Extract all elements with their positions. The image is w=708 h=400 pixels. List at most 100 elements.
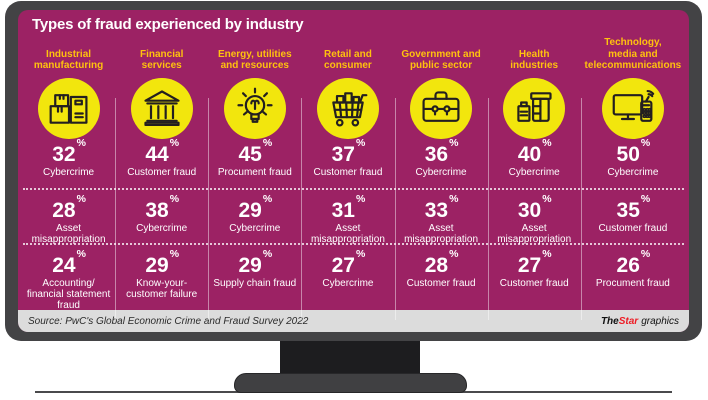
industry-column: Health industries 40% Cybercrime 30% Asset … xyxy=(487,34,581,320)
source-text: Source: PwC's Global Economic Crime and … xyxy=(28,315,309,327)
stat-label: Cybercrime xyxy=(322,278,374,289)
stat-label: Asset misappropriation xyxy=(31,223,106,245)
industry-stats: 36% Cybercrime 33% Asset misappropriation 28… xyxy=(395,137,488,304)
column-separator xyxy=(580,98,582,320)
industry-column: Government and public sector 36% Cybercri… xyxy=(394,34,488,320)
fraud-stat: 26% Procument fraud xyxy=(581,244,685,304)
lightbulb-icon xyxy=(233,86,277,130)
monitor-stand-neck xyxy=(280,340,420,375)
industry-stats: 40% Cybercrime 30% Asset misappropriation 27… xyxy=(488,137,581,304)
industry-column: Technology, media and telecommunications… xyxy=(580,34,685,320)
stat-label: Procument fraud xyxy=(595,278,670,289)
stat-label: Customer fraud xyxy=(127,167,197,178)
percent-sign: % xyxy=(640,137,651,149)
shopping-cart-icon xyxy=(326,86,370,130)
industry-column: Industrial manufacturing 32% Cybercrime 28… xyxy=(22,34,115,311)
industry-name: Technology, media and telecommunications xyxy=(584,37,682,72)
stat-label: Accounting/ financial statement fraud xyxy=(26,278,111,311)
fraud-stat: 44% Customer fraud xyxy=(115,137,208,189)
industry-name: Health industries xyxy=(510,48,559,72)
column-separator xyxy=(208,98,210,320)
stat-label: Cybercrime xyxy=(508,167,560,178)
percent-sign: % xyxy=(76,248,86,260)
percent-sign: % xyxy=(640,193,651,205)
industry-stats: 45% Procument fraud 29% Cybercrime 29% Supply… xyxy=(208,137,301,304)
fraud-stat: 40% Cybercrime xyxy=(488,137,581,189)
stat-value: 24% xyxy=(52,248,86,277)
column-separator xyxy=(487,98,489,320)
industry-column: Energy, utilities and resources 45% Procu… xyxy=(208,34,301,320)
fraud-stat: 28% Customer fraud xyxy=(395,244,488,304)
fraud-stat: 35% Customer fraud xyxy=(581,189,685,244)
stat-value: 26% xyxy=(616,248,651,277)
fraud-stat: 27% Cybercrime xyxy=(301,244,394,304)
stat-label: Know-your- customer failure xyxy=(126,278,198,300)
fraud-stat: 33% Asset misappropriation xyxy=(395,189,488,245)
column-separator xyxy=(115,98,117,320)
stat-label: Customer fraud xyxy=(499,278,569,289)
percent-sign: % xyxy=(449,193,459,205)
fraud-stat: 38% Cybercrime xyxy=(115,189,208,244)
percent-sign: % xyxy=(355,137,366,149)
monitor-stand-base xyxy=(234,373,467,393)
stat-label: Asset misappropriation xyxy=(310,223,385,245)
percent-sign: % xyxy=(76,137,86,149)
stat-label: Supply chain fraud xyxy=(213,278,297,289)
stat-value: 29% xyxy=(145,248,180,277)
percent-sign: % xyxy=(355,248,366,260)
industry-column: Retail and consumer 37% Customer fraud 31%… xyxy=(301,34,394,320)
industry-icon-circle xyxy=(223,77,286,139)
industry-name: Government and public sector xyxy=(401,48,481,72)
stat-value: 38% xyxy=(145,193,180,222)
stat-value: 33% xyxy=(424,193,459,222)
industry-icon-circle xyxy=(503,77,566,139)
percent-sign: % xyxy=(262,193,273,205)
stat-value: 30% xyxy=(517,193,552,222)
fraud-stat: 29% Cybercrime xyxy=(208,189,301,244)
fraud-stat: 45% Procument fraud xyxy=(208,137,301,189)
stat-value: 27% xyxy=(517,248,552,277)
industry-icon-circle xyxy=(130,77,193,139)
industry-icon-circle xyxy=(601,77,664,139)
stat-label: Cybercrime xyxy=(229,223,281,234)
stat-label: Asset misappropriation xyxy=(497,223,572,245)
publisher-credit: TheStar graphics xyxy=(601,316,679,327)
percent-sign: % xyxy=(262,137,273,149)
stat-label: Procument fraud xyxy=(217,167,292,178)
industry-stats: 50% Cybercrime 35% Customer fraud 26% Procume… xyxy=(581,137,685,304)
stat-label: Cybercrime xyxy=(43,167,95,178)
fraud-stat: 29% Know-your- customer failure xyxy=(115,244,208,304)
fraud-stat: 28% Asset misappropriation xyxy=(22,189,115,245)
monitor-bezel: Types of fraud experienced by industry I… xyxy=(5,1,702,341)
percent-sign: % xyxy=(76,193,86,205)
industry-stats: 44% Customer fraud 38% Cybercrime 29% Know-yo… xyxy=(115,137,208,304)
stat-label: Customer fraud xyxy=(406,278,476,289)
stat-value: 36% xyxy=(424,137,459,166)
industry-stats: 37% Customer fraud 31% Asset misappropriati… xyxy=(301,137,394,304)
industry-columns: Industrial manufacturing 32% Cybercrime 28… xyxy=(18,34,689,320)
industry-name: Financial services xyxy=(140,48,184,72)
fraud-stat: 32% Cybercrime xyxy=(22,137,115,189)
stat-value: 27% xyxy=(331,248,366,277)
industry-name: Industrial manufacturing xyxy=(33,48,104,72)
stat-label: Customer fraud xyxy=(598,223,668,234)
stat-label: Cybercrime xyxy=(415,167,467,178)
stat-value: 32% xyxy=(52,137,86,166)
stat-value: 31% xyxy=(331,193,366,222)
percent-sign: % xyxy=(542,193,552,205)
row-divider-dotted xyxy=(23,243,684,245)
stat-label: Cybercrime xyxy=(136,223,188,234)
fraud-stat: 27% Customer fraud xyxy=(488,244,581,304)
fraud-stat: 36% Cybercrime xyxy=(395,137,488,189)
infographic-screen: Types of fraud experienced by industry I… xyxy=(18,10,689,332)
industry-name: Energy, utilities and resources xyxy=(217,48,292,72)
stat-value: 44% xyxy=(145,137,180,166)
percent-sign: % xyxy=(169,248,180,260)
source-bar: Source: PwC's Global Economic Crime and … xyxy=(18,310,689,332)
stat-label: Customer fraud xyxy=(313,167,383,178)
credit-the: The xyxy=(600,315,619,327)
stat-label: Asset misappropriation xyxy=(404,223,479,245)
fraud-stat: 37% Customer fraud xyxy=(301,137,394,189)
stat-value: 29% xyxy=(238,193,273,222)
stat-value: 45% xyxy=(238,137,273,166)
